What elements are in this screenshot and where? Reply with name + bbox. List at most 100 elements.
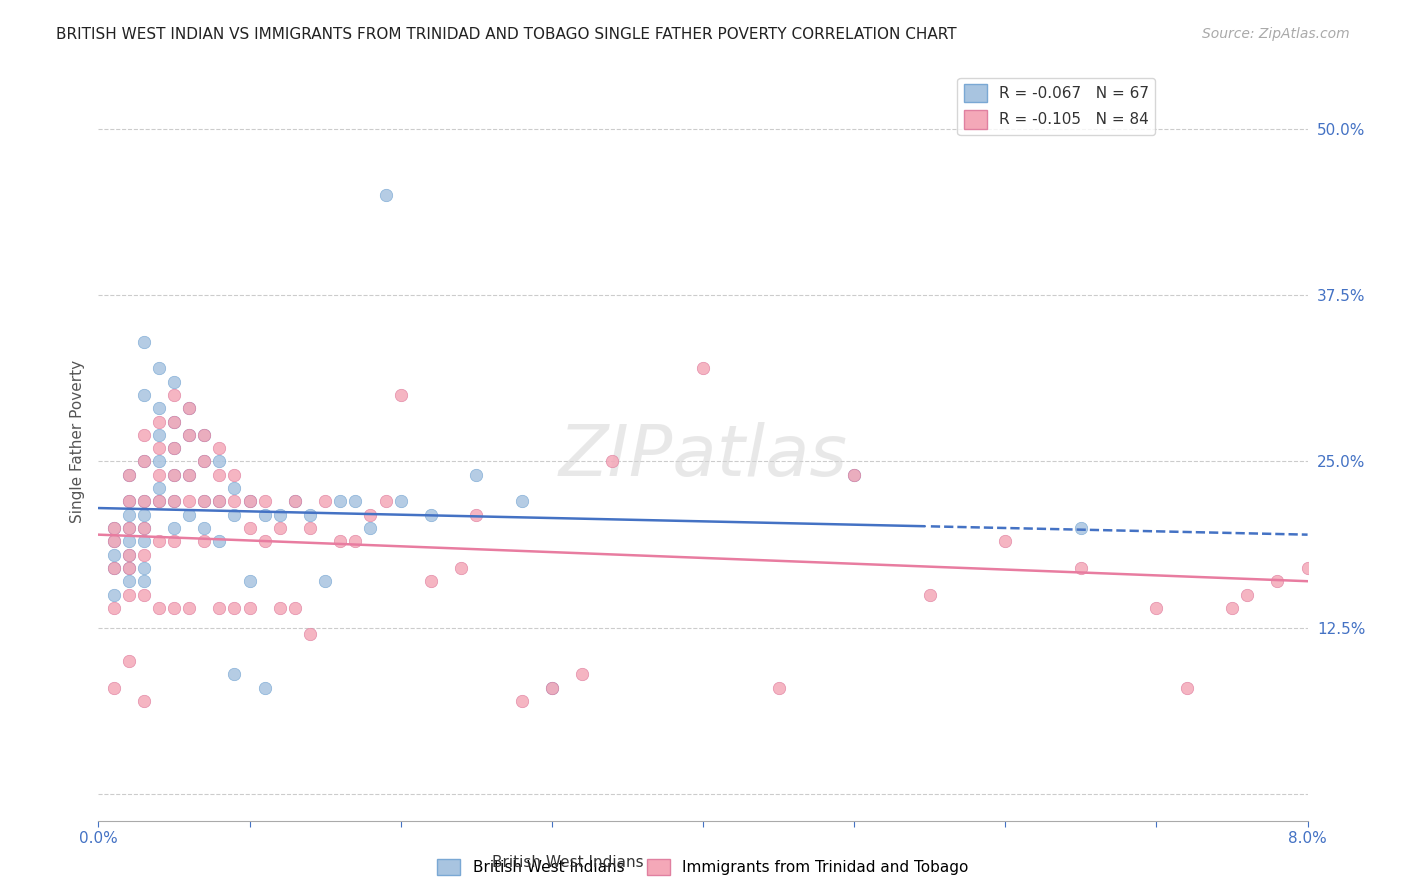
Point xyxy=(179,401,201,416)
Point xyxy=(132,521,155,535)
Point xyxy=(344,534,367,549)
Point xyxy=(118,534,141,549)
Point xyxy=(132,534,155,549)
Point xyxy=(269,521,291,535)
Legend: R = -0.067   N = 67, R = -0.105   N = 84: R = -0.067 N = 67, R = -0.105 N = 84 xyxy=(957,78,1154,135)
Point xyxy=(103,521,125,535)
Point xyxy=(450,561,472,575)
Point xyxy=(994,534,1017,549)
Point xyxy=(103,600,125,615)
Point xyxy=(118,467,141,482)
Point xyxy=(239,574,262,589)
Point xyxy=(253,681,276,695)
Point xyxy=(132,388,155,402)
Point xyxy=(103,521,125,535)
Point xyxy=(844,467,866,482)
Point xyxy=(103,534,125,549)
Point xyxy=(420,574,443,589)
Text: Source: ZipAtlas.com: Source: ZipAtlas.com xyxy=(1202,27,1350,41)
Point xyxy=(163,467,186,482)
Point xyxy=(179,401,201,416)
Point xyxy=(118,587,141,601)
Point xyxy=(224,508,246,522)
Point xyxy=(284,494,307,508)
Point xyxy=(284,494,307,508)
Point xyxy=(208,467,231,482)
Point xyxy=(224,481,246,495)
Point xyxy=(103,548,125,562)
Point xyxy=(132,694,155,708)
Point xyxy=(132,548,155,562)
Point xyxy=(224,467,246,482)
Point xyxy=(132,494,155,508)
Point xyxy=(179,428,201,442)
Point xyxy=(148,467,170,482)
Point xyxy=(465,508,488,522)
Point xyxy=(224,600,246,615)
Point xyxy=(239,494,262,508)
Point xyxy=(163,467,186,482)
Point xyxy=(253,508,276,522)
Point xyxy=(163,534,186,549)
Point xyxy=(103,534,125,549)
Text: British West Indians: British West Indians xyxy=(492,855,644,870)
Point xyxy=(179,600,201,615)
Point xyxy=(208,534,231,549)
Point xyxy=(389,494,412,508)
Point xyxy=(253,534,276,549)
Point xyxy=(163,388,186,402)
Point xyxy=(239,494,262,508)
Point xyxy=(571,667,593,681)
Point xyxy=(132,334,155,349)
Point xyxy=(1175,681,1198,695)
Point xyxy=(224,667,246,681)
Point xyxy=(224,494,246,508)
Point xyxy=(179,508,201,522)
Point xyxy=(314,574,336,589)
Text: BRITISH WEST INDIAN VS IMMIGRANTS FROM TRINIDAD AND TOBAGO SINGLE FATHER POVERTY: BRITISH WEST INDIAN VS IMMIGRANTS FROM T… xyxy=(56,27,957,42)
Point xyxy=(510,694,533,708)
Point xyxy=(118,494,141,508)
Point xyxy=(193,521,215,535)
Point xyxy=(193,428,215,442)
Point xyxy=(510,494,533,508)
Point xyxy=(118,521,141,535)
Point xyxy=(692,361,714,376)
Point xyxy=(148,415,170,429)
Point xyxy=(193,494,215,508)
Point xyxy=(239,521,262,535)
Point xyxy=(132,454,155,468)
Point xyxy=(179,467,201,482)
Point xyxy=(1220,600,1243,615)
Point xyxy=(148,428,170,442)
Point xyxy=(179,467,201,482)
Point xyxy=(208,441,231,455)
Point xyxy=(163,521,186,535)
Point xyxy=(420,508,443,522)
Point xyxy=(284,600,307,615)
Point xyxy=(148,361,170,376)
Point xyxy=(118,467,141,482)
Point xyxy=(132,521,155,535)
Point xyxy=(540,681,562,695)
Point xyxy=(768,681,790,695)
Point xyxy=(118,654,141,668)
Point xyxy=(1070,561,1092,575)
Point xyxy=(208,454,231,468)
Point xyxy=(299,627,322,641)
Point xyxy=(148,481,170,495)
Point xyxy=(193,454,215,468)
Point xyxy=(329,534,352,549)
Point xyxy=(132,561,155,575)
Point xyxy=(148,454,170,468)
Point xyxy=(269,600,291,615)
Point xyxy=(103,561,125,575)
Point xyxy=(208,494,231,508)
Point xyxy=(163,494,186,508)
Point xyxy=(1070,521,1092,535)
Point xyxy=(1146,600,1168,615)
Point xyxy=(103,587,125,601)
Point xyxy=(465,467,488,482)
Point xyxy=(163,441,186,455)
Point xyxy=(118,548,141,562)
